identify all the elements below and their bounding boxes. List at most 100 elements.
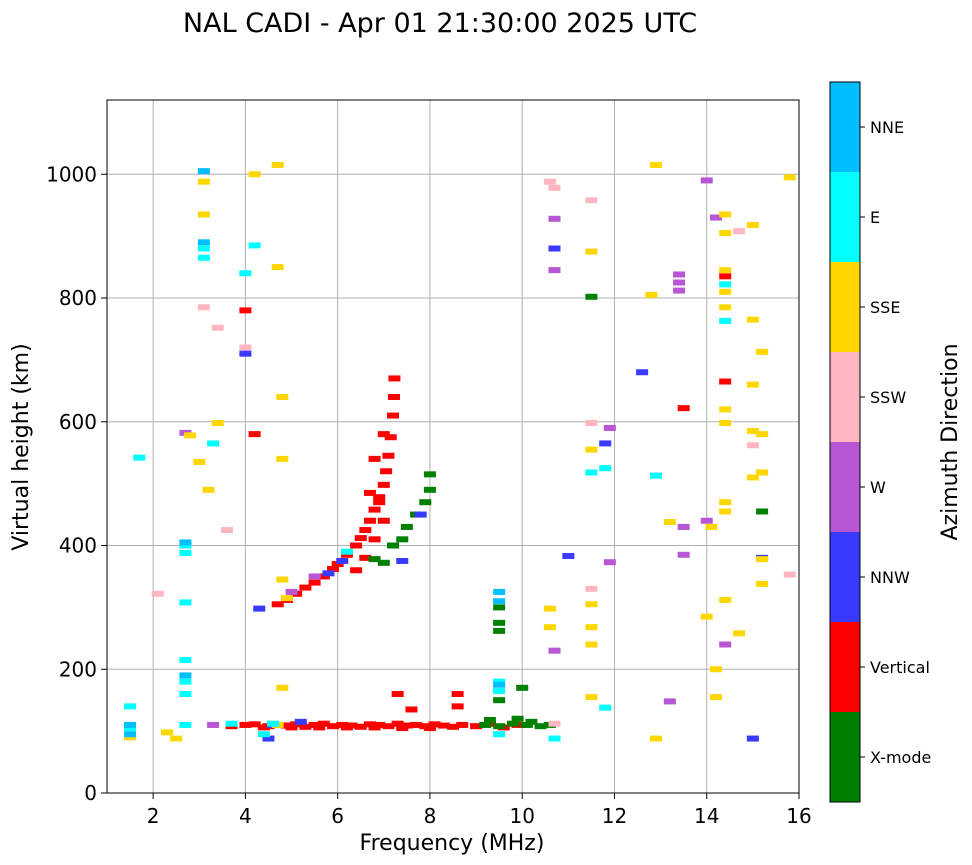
- data-point: [700, 517, 713, 524]
- data-point: [585, 624, 598, 631]
- colorbar-segment: [830, 622, 860, 712]
- data-point: [253, 605, 266, 612]
- colorbar-tick-label: Vertical: [870, 658, 930, 677]
- data-point: [354, 535, 367, 542]
- data-point: [179, 599, 192, 606]
- data-point: [133, 454, 146, 461]
- data-point: [756, 580, 769, 587]
- series-nne: [124, 168, 506, 738]
- x-tick-label: 16: [786, 804, 811, 828]
- data-point: [483, 716, 496, 723]
- data-point: [709, 214, 722, 221]
- data-point: [396, 725, 409, 732]
- data-point: [179, 691, 192, 697]
- x-tick-label: 8: [424, 804, 437, 828]
- colorbar-tick-label: W: [870, 478, 886, 497]
- data-point: [396, 557, 409, 564]
- data-point: [248, 431, 261, 438]
- data-point: [336, 557, 349, 564]
- data-point: [308, 573, 321, 580]
- data-point: [317, 573, 330, 580]
- colorbar-segment: [830, 712, 860, 802]
- data-point: [506, 720, 519, 727]
- data-point: [414, 511, 427, 518]
- data-point: [377, 481, 390, 488]
- colorbar-tick-label: X-mode: [870, 748, 931, 767]
- data-point: [396, 536, 409, 543]
- data-point: [423, 486, 436, 493]
- y-tick-label: 800: [59, 286, 97, 310]
- data-point: [387, 542, 400, 549]
- data-point: [405, 706, 418, 713]
- data-point: [179, 549, 192, 556]
- data-point: [354, 723, 367, 730]
- data-point: [493, 687, 506, 694]
- data-point: [262, 735, 275, 742]
- data-point: [493, 678, 506, 685]
- data-point: [746, 316, 759, 323]
- data-point: [327, 566, 340, 573]
- data-point: [585, 585, 598, 592]
- data-point: [756, 431, 769, 438]
- data-point: [603, 424, 616, 431]
- data-point: [257, 724, 270, 731]
- colorbar-frame: [829, 81, 861, 803]
- data-point: [340, 551, 353, 558]
- data-point: [197, 254, 210, 261]
- data-point: [709, 666, 722, 673]
- data-point: [534, 723, 547, 730]
- data-point: [428, 721, 441, 728]
- data-point: [585, 601, 598, 608]
- data-point: [271, 601, 284, 608]
- data-point: [197, 178, 210, 185]
- data-point: [368, 556, 381, 563]
- data-point: [184, 432, 197, 439]
- colorbar-segment: [830, 172, 860, 262]
- data-point: [562, 553, 575, 560]
- data-point: [585, 446, 598, 453]
- data-point: [271, 161, 284, 168]
- data-point: [179, 539, 192, 546]
- data-point: [719, 406, 732, 413]
- data-point: [124, 734, 137, 741]
- data-point: [456, 721, 469, 728]
- data-point: [548, 647, 561, 654]
- data-point: [124, 731, 137, 738]
- x-axis: 2 4 6 8 10 12 14 16: [147, 793, 812, 828]
- data-point: [124, 721, 137, 728]
- data-point: [451, 691, 464, 697]
- data-point: [359, 527, 372, 534]
- y-tick-label: 0: [84, 781, 97, 805]
- data-point: [746, 474, 759, 481]
- colorbar-segment: [830, 532, 860, 622]
- data-point: [677, 551, 690, 558]
- data-point: [649, 735, 662, 742]
- data-point: [359, 554, 372, 561]
- data-point: [677, 523, 690, 530]
- data-point: [700, 177, 713, 184]
- y-axis-label: Virtual height (km): [9, 343, 34, 550]
- colorbar-label: Azimuth Direction: [938, 343, 963, 540]
- data-point: [211, 324, 224, 331]
- data-point: [285, 724, 298, 731]
- data-point: [391, 720, 404, 727]
- data-point: [225, 720, 238, 727]
- data-point: [585, 197, 598, 204]
- y-tick-label: 200: [59, 657, 97, 681]
- data-point: [548, 215, 561, 222]
- data-point: [308, 579, 321, 586]
- data-point: [368, 455, 381, 462]
- data-point: [197, 168, 210, 175]
- data-point: [387, 394, 400, 400]
- y-tick-label: 400: [59, 534, 97, 558]
- data-point: [493, 598, 506, 605]
- series-nnw: [239, 245, 769, 742]
- data-point: [585, 419, 598, 426]
- data-point: [313, 724, 326, 731]
- data-point: [220, 527, 233, 534]
- data-point: [350, 542, 363, 549]
- data-point: [197, 239, 210, 246]
- data-point: [673, 287, 686, 294]
- data-point: [276, 576, 289, 583]
- x-tick-label: 4: [239, 804, 252, 828]
